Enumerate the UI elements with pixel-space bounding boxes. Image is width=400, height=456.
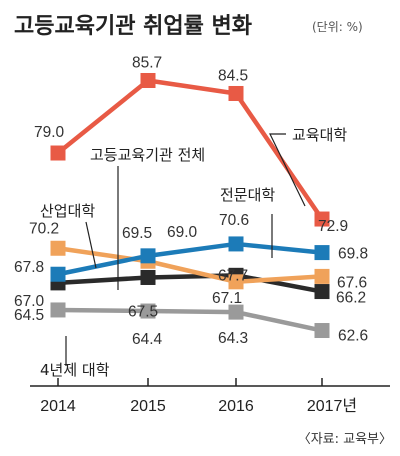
chart-title: 고등교육기관 취업률 변화	[14, 14, 252, 39]
leader-line-산업대학	[85, 221, 97, 269]
data-point-전문대학-1	[140, 248, 156, 264]
series-line-교육대학	[56, 78, 324, 221]
leader-line-교육대학	[269, 133, 306, 207]
data-label-고등교육기관-전체-2: 67.7	[218, 267, 248, 284]
data-point-교육대학-2	[228, 85, 244, 101]
x-axis-ticks: 2014 2015 2016 2017년	[40, 378, 357, 415]
plot-area: 79.0 85.7 84.5 72.9 67.8 69.5 70.6 69.8 70.2 69.0…	[14, 54, 368, 379]
x-tick-label-1: 2015	[130, 398, 166, 415]
series-line-고등교육기관-전체	[57, 273, 323, 294]
data-label-4년제-대학-1: 64.4	[132, 331, 163, 348]
data-label-고등교육기관-전체-3: 66.2	[336, 290, 366, 307]
data-label-4년제-대학-3: 62.6	[338, 328, 368, 345]
series-label-전문대학: 전문대학	[220, 186, 275, 204]
series-line-전문대학	[57, 241, 323, 277]
data-point-교육대학-3	[314, 211, 330, 227]
data-label-전문대학-2: 70.6	[219, 212, 249, 229]
data-point-고등교육기관-전체-1	[140, 269, 156, 285]
series-line-산업대학	[57, 246, 323, 285]
data-label-교육대학-3: 72.9	[318, 218, 348, 235]
data-point-산업대학-2	[228, 274, 244, 290]
data-point-고등교육기관-전체-3	[314, 284, 330, 300]
data-label-고등교육기관-전체-0: 67.0	[14, 293, 45, 310]
data-point-4년제-대학-1	[140, 303, 156, 319]
data-label-교육대학-2: 84.5	[218, 67, 248, 84]
data-point-교육대학-0	[50, 145, 66, 161]
data-point-교육대학-1	[140, 72, 156, 88]
data-label-교육대학-1: 85.7	[132, 54, 162, 71]
series-전문대학	[50, 236, 330, 282]
data-point-4년제-대학-0	[50, 302, 66, 318]
data-label-교육대학-0: 79.0	[34, 124, 65, 141]
unit-label: (단위: %)	[312, 20, 363, 34]
data-point-4년제-대학-2	[228, 304, 244, 320]
data-point-전문대학-2	[228, 236, 244, 252]
series-4년제-대학	[50, 302, 330, 339]
series-label-고등교육기관-전체: 고등교육기관 전체	[90, 146, 205, 164]
data-label-산업대학-3: 67.6	[337, 274, 367, 291]
data-point-4년제-대학-3	[314, 323, 330, 339]
data-label-전문대학-1: 69.5	[122, 225, 152, 242]
data-point-산업대학-0	[50, 240, 66, 256]
data-point-전문대학-3	[314, 245, 330, 261]
x-tick-label-0: 2014	[40, 398, 76, 415]
source-note: 〈자료: 교육부〉	[298, 432, 392, 447]
data-label-4년제-대학-2: 64.3	[218, 330, 248, 347]
series-label-산업대학: 산업대학	[40, 202, 95, 220]
series-label-교육대학: 교육대학	[292, 126, 347, 144]
data-label-전문대학-3: 69.8	[338, 246, 368, 263]
series-label-4년제-대학: 4년제 대학	[40, 361, 110, 379]
series-교육대학	[50, 72, 330, 227]
data-label-전문대학-0: 67.8	[14, 259, 44, 276]
data-label-고등교육기관-전체-1: 67.5	[128, 303, 158, 320]
data-label-산업대학-2: 67.1	[212, 290, 242, 307]
data-label-산업대학-1: 69.0	[167, 224, 198, 241]
data-label-4년제-대학-0: 64.5	[14, 307, 44, 324]
x-tick-label-3: 2017년	[307, 397, 357, 415]
x-tick-label-2: 2016	[218, 398, 254, 415]
data-point-전문대학-0	[50, 266, 66, 282]
data-point-산업대학-3	[314, 268, 330, 284]
series-line-4년제-대학	[57, 307, 323, 333]
data-label-산업대학-0: 70.2	[29, 220, 59, 237]
